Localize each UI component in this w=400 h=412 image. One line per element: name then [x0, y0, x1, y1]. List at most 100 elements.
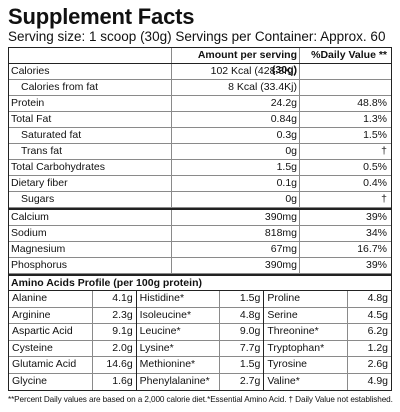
- table-header: Amount per serving (30g) %Daily Value **: [9, 48, 391, 76]
- amino-acids-grid: Alanine 4.1g Arginine 2.3g Aspartic Acid 9.1g…: [9, 291, 392, 390]
- serving-info: Serving size: 1 scoop (30g) Servings per…: [8, 29, 386, 44]
- nutrient-row: Phosphorus 390mg 39%: [9, 258, 391, 274]
- amino-acid-name: Leucine*: [139, 325, 181, 338]
- nutrient-daily-value: [299, 64, 391, 79]
- amino-acid-name: Threonine*: [267, 325, 319, 338]
- nutrient-name: Sodium: [11, 227, 47, 239]
- nutrient-amount: 0.1g: [171, 176, 299, 191]
- nutrient-amount: 390mg: [171, 258, 299, 273]
- nutrient-amount: 390mg: [171, 210, 299, 225]
- dv-header: %Daily Value **: [299, 48, 391, 63]
- nutrient-row: Sugars 0g †: [9, 192, 391, 208]
- amino-acid-value: 6.2g: [347, 324, 391, 340]
- amino-acid-row: Lysine* 7.7g: [136, 340, 264, 358]
- amino-acid-name: Tyrosine: [267, 358, 308, 371]
- amino-acid-name: Phenylalanine*: [139, 374, 210, 387]
- amino-acid-row: Tyrosine 2.6g: [264, 357, 392, 374]
- nutrient-name: Magnesium: [11, 243, 66, 255]
- amino-acids-column: Alanine 4.1g Arginine 2.3g Aspartic Acid 9.1g…: [9, 291, 136, 390]
- nutrient-row: Trans fat 0g †: [9, 144, 391, 160]
- nutrient-amount: 0.3g: [171, 128, 299, 143]
- amino-acid-value: 4.5g: [347, 307, 391, 324]
- nutrient-name: Total Fat: [11, 113, 52, 125]
- nutrient-daily-value: †: [299, 192, 391, 207]
- amino-acid-value: 1.5g: [219, 291, 263, 307]
- nutrient-daily-value: 48.8%: [299, 96, 391, 111]
- amino-acid-row: Glycine 1.6g: [9, 373, 136, 390]
- nutrient-daily-value: †: [299, 144, 391, 159]
- amino-acid-name: Glycine: [12, 374, 48, 387]
- nutrient-name: Trans fat: [21, 145, 63, 157]
- nutrient-amount: 24.2g: [171, 96, 299, 111]
- facts-table: Amount per serving (30g) %Daily Value **…: [8, 47, 392, 391]
- nutrient-row: Dietary fiber 0.1g 0.4%: [9, 176, 391, 192]
- amino-acid-value: 4.9g: [347, 373, 391, 390]
- nutrient-daily-value: 1.3%: [299, 112, 391, 127]
- amino-acids-column: Histidine* 1.5g Isoleucine* 4.8g Leucine* 9.0…: [135, 291, 264, 390]
- nutrient-name: Dietary fiber: [11, 177, 68, 189]
- amino-acid-row: Valine* 4.9g: [264, 373, 391, 390]
- panel-title: Supplement Facts: [8, 4, 195, 29]
- amino-acid-name: Serine: [267, 308, 298, 321]
- nutrient-daily-value: 39%: [299, 258, 391, 273]
- nutrient-row: Sodium 818mg 34%: [9, 226, 391, 242]
- nutrient-row: Calories 102 Kcal (428.3Kj): [9, 64, 391, 80]
- amino-acid-value: 2.7g: [219, 373, 263, 390]
- amino-acid-row: Alanine 4.1g: [9, 291, 136, 308]
- nutrient-name: Calories from fat: [21, 81, 99, 93]
- nutrient-amount: 0g: [171, 192, 299, 207]
- amino-acid-name: Histidine*: [139, 292, 185, 304]
- amino-acids-title: Amino Acids Profile (per 100g protein): [9, 274, 391, 291]
- amino-acid-name: Cysteine: [12, 341, 53, 354]
- amino-acid-value: 1.6g: [91, 373, 136, 390]
- nutrient-amount: 102 Kcal (428.3Kj): [171, 64, 299, 79]
- header-spacer: [9, 48, 171, 63]
- amino-acid-value: 1.2g: [347, 340, 391, 357]
- amino-acid-row: Cysteine 2.0g: [9, 340, 136, 358]
- amino-acid-row: Serine 4.5g: [264, 307, 392, 325]
- amino-acid-name: Lysine*: [139, 341, 174, 354]
- nutrient-name: Calories: [11, 65, 50, 77]
- amino-acid-name: Glutamic Acid: [12, 358, 77, 371]
- amino-acid-name: Arginine: [12, 308, 51, 321]
- amount-header: Amount per serving (30g): [171, 48, 299, 76]
- nutrient-amount: 1.5g: [171, 160, 299, 175]
- nutrient-row: Calcium 390mg 39%: [9, 208, 391, 226]
- amino-acid-row: Proline 4.8g: [264, 291, 392, 308]
- nutrient-amount: 67mg: [171, 242, 299, 257]
- amino-acid-row: Threonine* 6.2g: [264, 324, 392, 341]
- amino-acid-value: 2.6g: [347, 357, 391, 373]
- amino-acid-name: Aspartic Acid: [12, 325, 73, 338]
- nutrient-daily-value: 39%: [299, 210, 391, 225]
- nutrient-daily-value: 1.5%: [299, 128, 391, 143]
- nutrient-daily-value: 34%: [299, 226, 391, 241]
- nutrient-name: Calcium: [11, 211, 49, 223]
- amino-acid-name: Alanine: [12, 292, 48, 304]
- nutrient-daily-value: [299, 80, 391, 95]
- amino-acid-value: 14.6g: [91, 357, 136, 373]
- amino-acid-value: 4.8g: [347, 291, 391, 307]
- nutrient-amount: 0g: [171, 144, 299, 159]
- amino-acid-row: Aspartic Acid 9.1g: [9, 324, 136, 341]
- nutrient-row: Total Fat 0.84g 1.3%: [9, 112, 391, 128]
- amino-acids-column: Proline 4.8g Serine 4.5g Threonine* 6.2g Trypt…: [263, 291, 392, 390]
- amino-acid-value: 9.0g: [219, 324, 263, 340]
- nutrient-row: Calories from fat 8 Kcal (33.4Kj): [9, 80, 391, 96]
- nutrient-row: Magnesium 67mg 16.7%: [9, 242, 391, 258]
- nutrient-amount: 818mg: [171, 226, 299, 241]
- nutrient-amount: 8 Kcal (33.4Kj): [171, 80, 299, 95]
- nutrient-daily-value: 16.7%: [299, 242, 391, 257]
- nutrient-row: Saturated fat 0.3g 1.5%: [9, 128, 391, 144]
- amino-acid-row: Leucine* 9.0g: [136, 324, 264, 341]
- nutrient-row: Total Carbohydrates 1.5g 0.5%: [9, 160, 391, 176]
- amino-acid-row: Phenylalanine* 2.7g: [137, 373, 264, 390]
- amino-acid-row: Tryptophan* 1.2g: [264, 340, 392, 358]
- nutrient-daily-value: 0.4%: [299, 176, 391, 191]
- amino-acid-row: Methionine* 1.5g: [136, 357, 264, 374]
- nutrient-name: Sugars: [21, 193, 55, 205]
- nutrient-rows: Calories 102 Kcal (428.3Kj) Calories from …: [9, 64, 391, 274]
- footnote: **Percent Daily values are based on a 2,…: [8, 394, 393, 404]
- amino-acid-value: 2.0g: [91, 340, 136, 357]
- amino-acid-value: 4.1g: [91, 291, 136, 307]
- supplement-facts-panel: Supplement Facts Serving size: 1 scoop (…: [8, 4, 393, 406]
